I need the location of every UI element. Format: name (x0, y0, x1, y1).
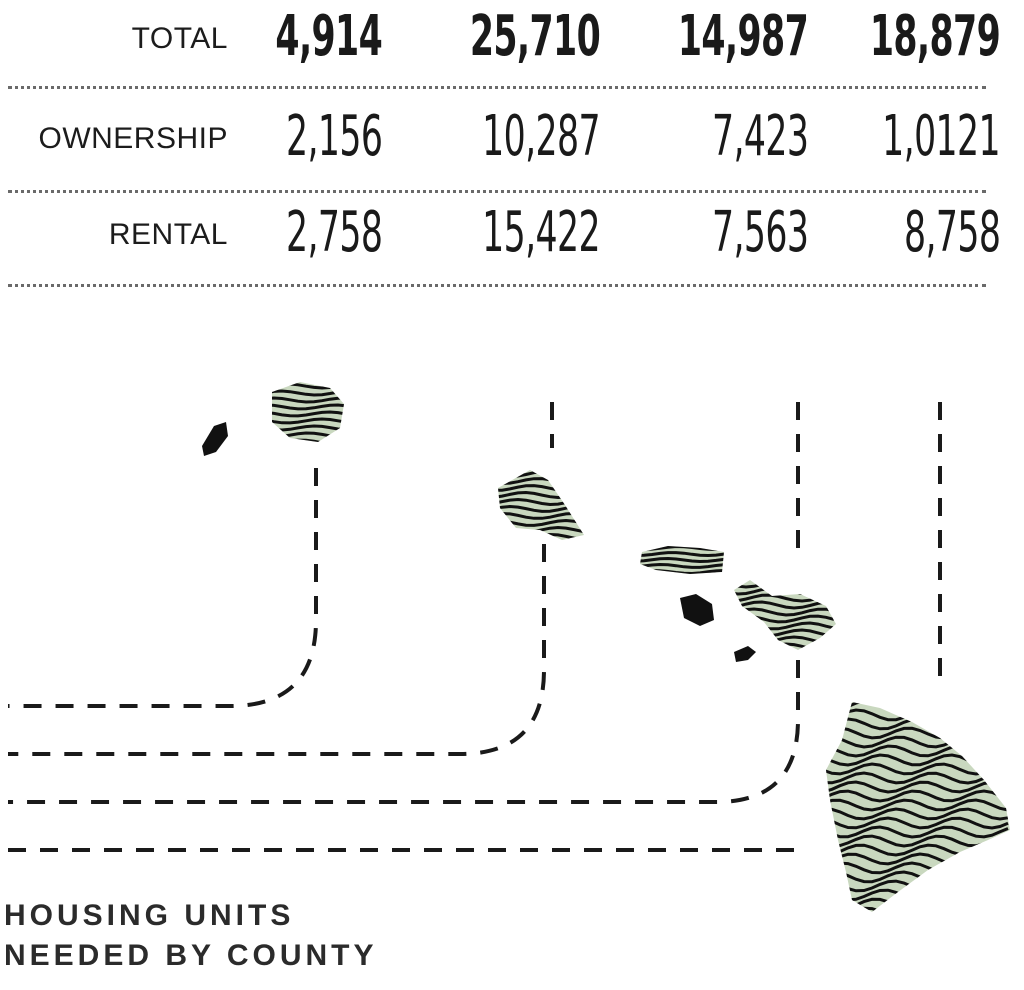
cell-honolulu: 15,422 (482, 200, 600, 265)
table-row-total: TOTAL 4,914 25,710 14,987 18,879 (0, 0, 1024, 80)
contour-line (826, 897, 1009, 911)
island-hawaii (826, 702, 1010, 912)
contour-line (826, 771, 1009, 785)
island-kauai (272, 382, 344, 442)
island-niihau (202, 422, 228, 456)
row-divider (8, 190, 986, 193)
contour-line (272, 403, 344, 411)
row-label: OWNERSHIP (38, 122, 228, 155)
cell-maui: 14,987 (677, 4, 809, 69)
row-label: RENTAL (108, 218, 228, 251)
contour-line (498, 470, 584, 479)
cell-hawaii: 18,879 (869, 4, 1001, 69)
contour-line (272, 438, 344, 442)
row-divider (8, 86, 986, 89)
cell-maui: 7,423 (711, 104, 809, 169)
contour-line (826, 780, 1009, 794)
island-molokai (640, 546, 724, 574)
island-kahoolawe (734, 646, 756, 662)
contour-line (826, 762, 1009, 776)
cell-honolulu: 25,710 (469, 4, 601, 69)
contour-line (826, 825, 1009, 839)
chart-title: HOUSING UNITS NEEDED BY COUNTY (4, 899, 378, 972)
contour-line (826, 798, 1009, 812)
island-lanai (680, 594, 714, 626)
cell-maui: 7,563 (711, 200, 809, 265)
cell-kauai: 2,156 (285, 104, 383, 169)
contour-line (826, 906, 1009, 912)
contour-line (640, 551, 724, 558)
table-row-ownership: OWNERSHIP 2,156 10,287 7,423 1,0121 (0, 100, 1024, 180)
contour-line (272, 410, 344, 418)
contour-line (640, 556, 724, 564)
cell-hawaii: 1,0121 (882, 104, 1000, 169)
contour-line (826, 789, 1009, 803)
cell-honolulu: 10,287 (482, 104, 600, 169)
cell-hawaii: 8,758 (903, 200, 1001, 265)
contour-line (272, 417, 344, 425)
cell-kauai: 4,914 (275, 4, 382, 69)
contour-line (826, 807, 1009, 821)
contour-line (272, 396, 344, 404)
contour-line (826, 816, 1009, 830)
leader-lines (8, 402, 942, 852)
island-maui (734, 580, 836, 650)
row-label: TOTAL (131, 22, 228, 55)
row-divider (8, 284, 986, 287)
leader-oahu (8, 402, 554, 756)
cell-kauai: 2,758 (285, 200, 383, 265)
leader-kauai (8, 468, 318, 708)
island-oahu (498, 470, 584, 540)
leader-maui (8, 402, 800, 804)
table-row-rental: RENTAL 2,758 15,422 7,563 8,758 (0, 196, 1024, 276)
